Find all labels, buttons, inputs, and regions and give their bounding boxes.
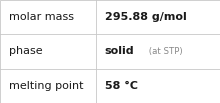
Text: solid: solid (104, 46, 134, 57)
Text: (at STP): (at STP) (146, 47, 183, 56)
Text: 58 °C: 58 °C (104, 81, 138, 91)
Text: molar mass: molar mass (9, 12, 74, 22)
Text: phase: phase (9, 46, 42, 57)
Text: 295.88 g/mol: 295.88 g/mol (104, 12, 186, 22)
Text: melting point: melting point (9, 81, 83, 91)
